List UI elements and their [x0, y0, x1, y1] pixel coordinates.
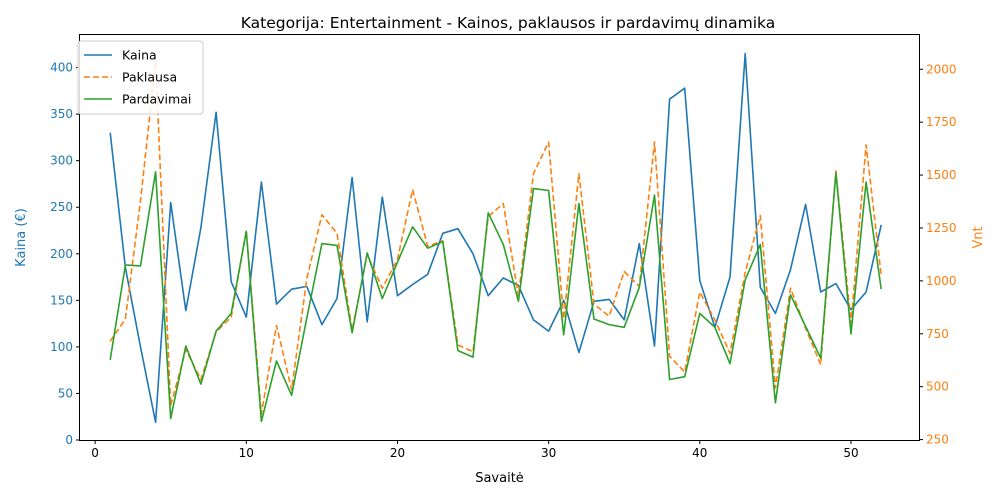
x-axis-ticks: 0 10 20 30 40 50	[91, 440, 859, 460]
y-right-tick-label: 750	[926, 327, 949, 341]
y-right-tick-label: 2000	[926, 62, 957, 76]
y-left-axis-ticks: 0 50 100 150 200 250 300 350 400	[50, 61, 80, 447]
x-tick-label: 30	[541, 446, 556, 460]
plot-frame	[79, 34, 920, 441]
y-right-tick-label: 250	[926, 433, 949, 447]
x-tick-label: 20	[390, 446, 405, 460]
y-left-tick-label: 0	[65, 433, 73, 447]
series-line-1	[109, 52, 882, 424]
series-line-3	[109, 171, 882, 423]
y-left-axis-label: Kaina (€)	[14, 208, 29, 267]
legend-entry-label: Pardavimai	[122, 92, 191, 107]
y-left-tick-label: 200	[50, 247, 73, 261]
series-lines	[109, 52, 882, 424]
legend-box	[77, 40, 204, 115]
y-left-tick-label: 100	[50, 340, 73, 354]
legend: Kaina Paklausa Pardavimai	[77, 40, 204, 115]
y-right-axis-label: Vnt	[971, 226, 986, 248]
y-right-tick-label: 1000	[926, 274, 957, 288]
chart-title: Kategorija: Entertainment - Kainos, pakl…	[241, 14, 775, 32]
y-left-tick-label: 250	[50, 200, 73, 214]
x-tick-label: 50	[843, 446, 858, 460]
legend-entry-label: Paklausa	[122, 70, 177, 85]
y-left-tick-label: 350	[50, 107, 73, 121]
y-right-tick-label: 1750	[926, 115, 957, 129]
y-right-tick-label: 500	[926, 380, 949, 394]
x-tick-label: 10	[239, 446, 254, 460]
x-tick-label: 0	[91, 446, 99, 460]
x-axis-label: Savaitė	[475, 471, 524, 486]
y-left-tick-label: 150	[50, 293, 73, 307]
y-right-tick-label: 1250	[926, 221, 957, 235]
y-left-tick-label: 300	[50, 154, 73, 168]
y-left-tick-label: 50	[58, 386, 73, 400]
y-right-axis-ticks: 250 500 750 1000 1250 1500 1750 2000	[919, 62, 957, 447]
legend-entry-label: Kaina	[122, 48, 157, 63]
y-left-tick-label: 400	[50, 61, 73, 75]
y-right-tick-label: 1500	[926, 168, 957, 182]
series-line-2	[109, 61, 882, 415]
x-tick-label: 40	[692, 446, 707, 460]
